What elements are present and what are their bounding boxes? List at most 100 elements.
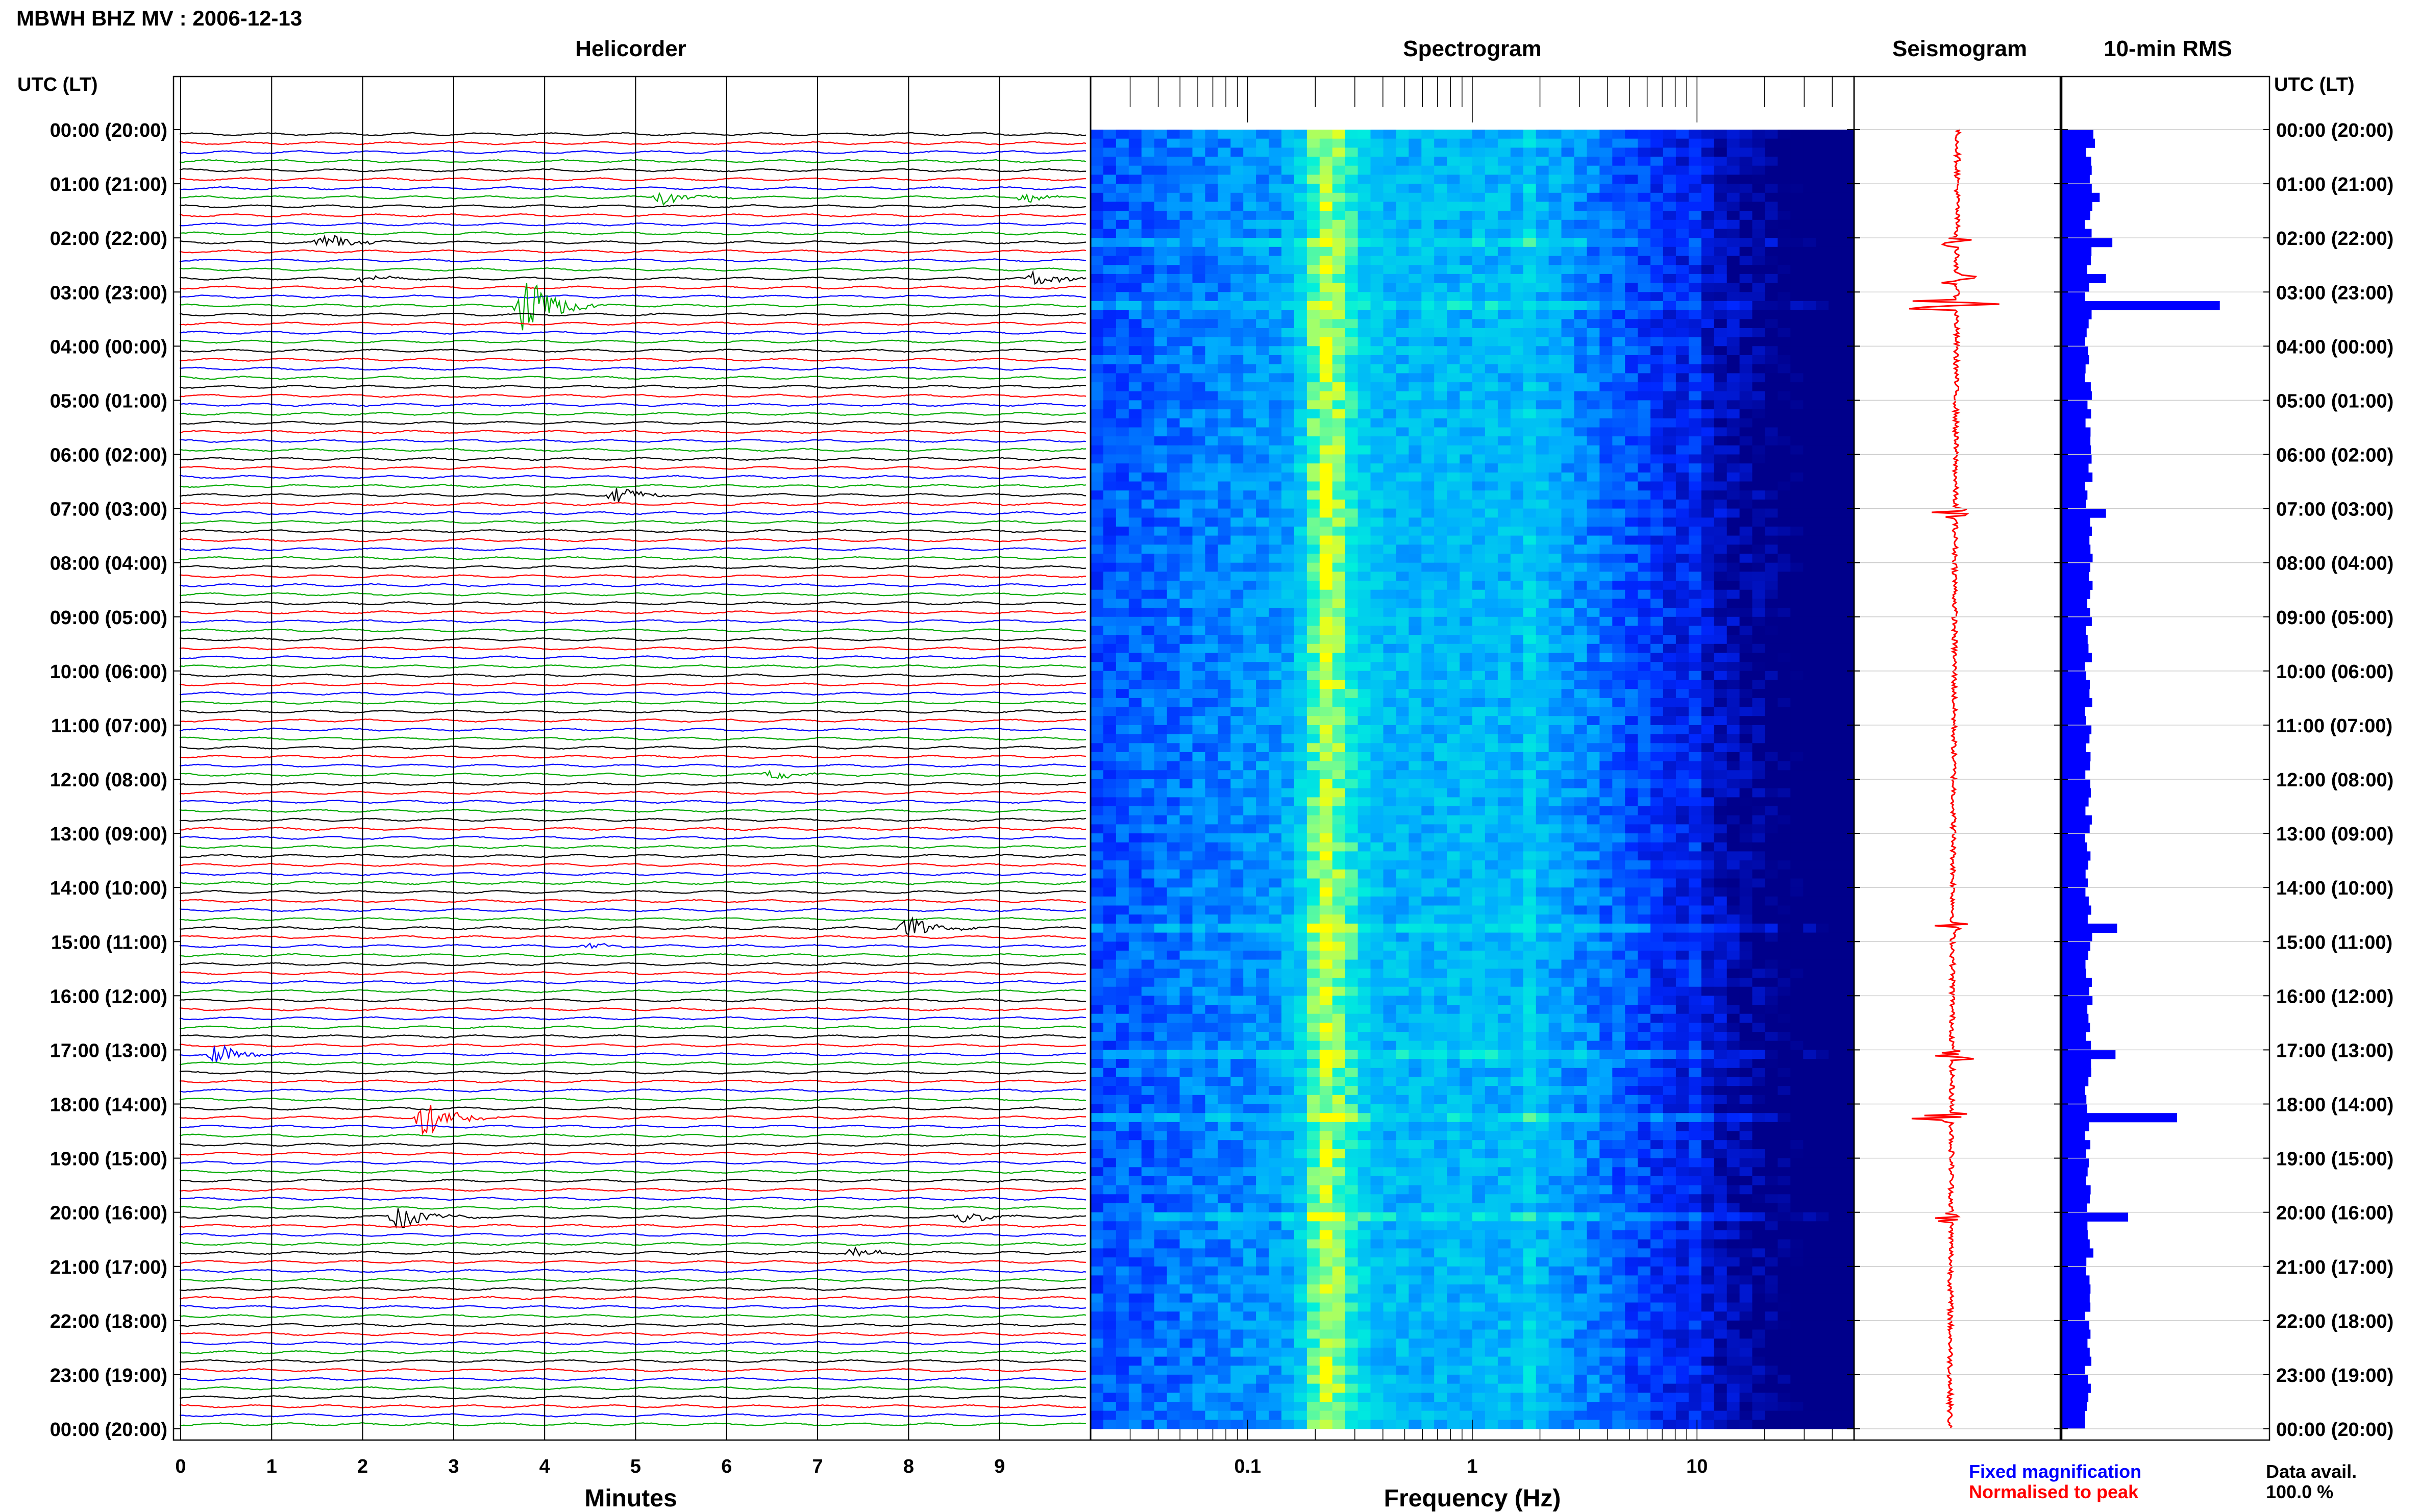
spectrogram-cell [1816, 662, 1829, 672]
spectrogram-cell [1599, 643, 1613, 654]
spectrogram-cell [1294, 211, 1307, 220]
spectrogram-cell [1829, 572, 1842, 581]
spectrogram-cell [1638, 355, 1651, 365]
spectrogram-cell [1675, 138, 1689, 148]
spectrogram-cell [1816, 391, 1829, 401]
spectrogram-cell [1599, 815, 1613, 825]
spectrogram-cell [1141, 391, 1155, 401]
spectrogram-cell [1663, 454, 1676, 464]
spectrogram-cell [1536, 337, 1549, 346]
spectrogram-cell [1103, 526, 1117, 536]
spectrogram-cell [1701, 499, 1715, 509]
spectrogram-cell [1536, 851, 1549, 861]
spectrogram-cell [1103, 581, 1117, 590]
spectrogram-cell [1485, 761, 1498, 771]
spectrogram-cell [1319, 382, 1333, 392]
spectrogram-cell [1091, 328, 1104, 338]
spectrogram-cell [1230, 581, 1244, 590]
spectrogram-cell [1396, 346, 1409, 356]
spectrogram-cell [1167, 806, 1180, 816]
spectrogram-cell [1128, 445, 1142, 455]
spectrogram-cell [1841, 761, 1855, 771]
spectrogram-cell [1485, 409, 1498, 419]
spectrogram-cell [1154, 192, 1168, 203]
spectrogram-cell [1230, 184, 1244, 193]
spectrogram-cell [1256, 734, 1269, 743]
spectrogram-cell [1803, 743, 1816, 753]
spectrogram-cell [1829, 130, 1842, 139]
spectrogram-cell [1790, 202, 1804, 211]
spectrogram-cell [1548, 824, 1562, 834]
spectrogram-cell [1409, 274, 1422, 284]
helicorder-trace [180, 475, 1087, 479]
spectrogram-cell [1154, 851, 1168, 861]
spectrogram-cell [1790, 562, 1804, 572]
spectrogram-cell [1510, 301, 1524, 311]
spectrogram-cell [1383, 157, 1396, 166]
spectrogram-cell [1091, 391, 1104, 401]
spectrogram-cell [1218, 202, 1231, 211]
spectrogram-cell [1091, 346, 1104, 356]
spectrogram-cell [1230, 192, 1244, 203]
helicorder-trace [179, 1296, 1087, 1300]
spectrogram-cell [1523, 238, 1537, 247]
spectrogram-cell [1460, 526, 1473, 536]
spectrogram-cell [1561, 310, 1574, 319]
spectrogram-cell [1167, 165, 1180, 175]
spectrogram-cell [1675, 779, 1689, 789]
spectrogram-cell [1650, 301, 1664, 311]
spectrogram-cell [1447, 337, 1460, 346]
spectrogram-cell [1434, 599, 1447, 608]
spectrogram-cell [1091, 599, 1104, 608]
spectrogram-cell [1243, 400, 1256, 410]
spectrogram-cell [1345, 526, 1359, 536]
spectrogram-cell [1765, 797, 1778, 807]
spectrogram-cell [1548, 319, 1562, 329]
spectrogram-cell [1561, 292, 1574, 302]
spectrogram-cell [1409, 301, 1422, 311]
spectrogram-cell [1383, 436, 1396, 446]
spectrogram-cell [1510, 671, 1524, 681]
spectrogram-cell [1345, 535, 1359, 545]
spectrogram-cell [1306, 616, 1320, 627]
spectrogram-cell [1688, 824, 1702, 834]
spectrogram-cell [1536, 761, 1549, 771]
spectrogram-cell [1472, 671, 1486, 681]
spectrogram-cell [1663, 635, 1676, 645]
spectrogram-cell [1510, 815, 1524, 825]
spectrogram-cell [1409, 355, 1422, 365]
spectrogram-cell [1192, 202, 1205, 211]
spectrogram-cell [1778, 481, 1791, 491]
helicorder-trace [179, 1404, 1086, 1408]
helicorder-trace [179, 465, 1087, 470]
spectrogram-cell [1434, 788, 1447, 798]
spectrogram-cell [1688, 463, 1702, 473]
spectrogram-cell [1460, 238, 1473, 247]
spectrogram-cell [1803, 391, 1816, 401]
spectrogram-cell [1345, 202, 1359, 211]
spectrogram-cell [1752, 229, 1765, 238]
spectrogram-cell [1332, 138, 1346, 148]
spectrogram-cell [1803, 734, 1816, 743]
spectrogram-cell [1574, 202, 1587, 211]
spectrogram-cell [1192, 544, 1205, 554]
spectrogram-cell [1154, 517, 1168, 527]
spectrogram-cell [1688, 490, 1702, 500]
spectrogram-cell [1205, 824, 1218, 834]
spectrogram-cell [1218, 400, 1231, 410]
spectrogram-cell [1383, 572, 1396, 581]
spectrogram-cell [1841, 256, 1855, 265]
spectrogram-cell [1663, 409, 1676, 419]
spectrogram-cell [1269, 463, 1282, 473]
spectrogram-cell [1116, 716, 1129, 726]
spectrogram-cell [1357, 698, 1371, 708]
spectrogram-cell [1599, 147, 1613, 157]
spectrogram-cell [1243, 734, 1256, 743]
spectrogram-cell [1765, 445, 1778, 455]
spectrogram-cell [1116, 211, 1129, 220]
spectrogram-cell [1306, 797, 1320, 807]
spectrogram-cell [1650, 364, 1664, 374]
spectrogram-cell [1714, 165, 1727, 175]
spectrogram-cell [1497, 716, 1511, 726]
spectrogram-cell [1319, 608, 1333, 617]
